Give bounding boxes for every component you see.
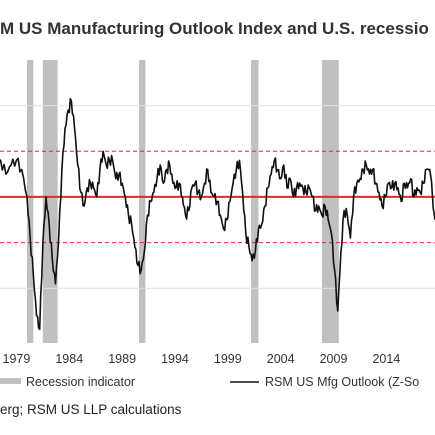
- x-tick-label: 2004: [267, 352, 295, 366]
- recession-bar-0: [26, 60, 34, 343]
- legend-label-recession: Recession indicator: [26, 375, 135, 389]
- x-tick-label: 2014: [372, 352, 400, 366]
- x-tick-label: 1989: [108, 352, 136, 366]
- x-tick-label: 1999: [214, 352, 242, 366]
- series-line-0: [0, 97, 435, 331]
- x-tick-label: 1994: [161, 352, 189, 366]
- legend-swatch-recession: [0, 378, 21, 384]
- chart-title: M US Manufacturing Outlook Index and U.S…: [0, 19, 429, 38]
- source-note: erg; RSM US LLP calculations: [0, 402, 182, 417]
- recession-bar-2: [139, 60, 146, 343]
- x-tick-label: 2009: [320, 352, 348, 366]
- legend-label-outlook: RSM US Mfg Outlook (Z-So: [265, 375, 419, 389]
- recession-bar-3: [251, 60, 259, 343]
- x-tick-label: 1979: [3, 352, 31, 366]
- x-tick-label: 1984: [55, 352, 83, 366]
